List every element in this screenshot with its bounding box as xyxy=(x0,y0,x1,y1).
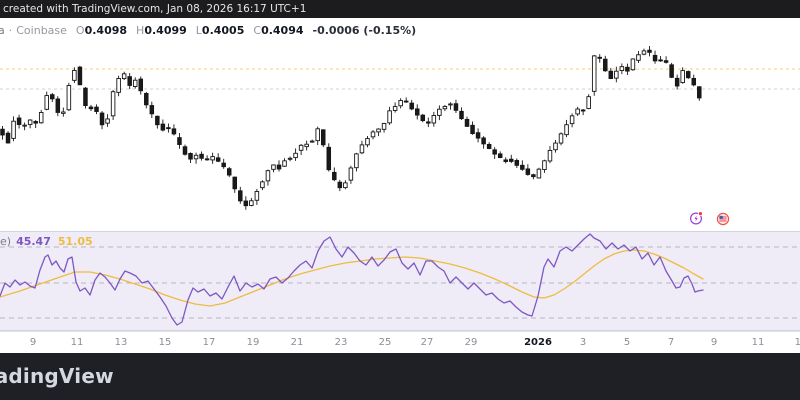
lightning-ideas-icon[interactable] xyxy=(689,211,703,225)
time-axis-label: 27 xyxy=(420,337,434,348)
rsi-legend-row[interactable]: e) 45.47 51.05 xyxy=(0,235,93,248)
time-axis-label: 13 xyxy=(794,337,800,348)
time-axis-label: 23 xyxy=(334,337,348,348)
time-axis-label: 15 xyxy=(158,337,172,348)
price-pane-chart[interactable] xyxy=(0,18,800,232)
symbol-name-fragment: a xyxy=(0,24,5,37)
open-value: O0.4098 xyxy=(75,24,128,37)
time-axis-label: 21 xyxy=(290,337,304,348)
tradingview-wordmark: TradingView xyxy=(0,364,114,388)
time-axis-label: 29 xyxy=(464,337,478,348)
time-axis-label: 2026 xyxy=(524,337,552,348)
time-axis-label: 3 xyxy=(579,337,587,348)
rsi-chart[interactable] xyxy=(0,232,800,330)
time-axis-label: 19 xyxy=(246,337,260,348)
low-value: L0.4005 xyxy=(195,24,245,37)
rsi-value: 45.47 xyxy=(16,235,51,248)
attribution-text: created with TradingView.com, Jan 08, 20… xyxy=(3,3,307,15)
time-axis-label: 5 xyxy=(623,337,631,348)
attribution-bar: created with TradingView.com, Jan 08, 20… xyxy=(0,0,800,18)
time-axis-label: 9 xyxy=(29,337,37,348)
time-axis-label: 25 xyxy=(378,337,392,348)
high-value: H0.4099 xyxy=(136,24,187,37)
flag-us-events-icon[interactable] xyxy=(716,212,730,226)
pane-divider[interactable] xyxy=(0,231,800,232)
change-value: -0.0006 (-0.15%) xyxy=(312,24,417,37)
time-axis-label: 17 xyxy=(202,337,216,348)
time-axis-label: 11 xyxy=(70,337,84,348)
separator-dot: · xyxy=(8,24,13,37)
time-axis-label: 11 xyxy=(751,337,765,348)
footer-bar: TradingView xyxy=(0,353,800,400)
time-axis[interactable]: 9 11 13 15 17 19 21 23 25 27 29 2026 3 5 7 9 11 13 xyxy=(0,331,800,353)
rsi-label-fragment: e) xyxy=(0,235,12,248)
time-axis-label: 13 xyxy=(114,337,128,348)
time-axis-label: 7 xyxy=(667,337,675,348)
time-axis-label: 9 xyxy=(710,337,718,348)
exchange-label: Coinbase xyxy=(16,24,67,37)
close-value: C0.4094 xyxy=(253,24,304,37)
rsi-pane: e) 45.47 51.05 xyxy=(0,232,800,331)
symbol-legend-row[interactable]: a · Coinbase O0.4098 H0.4099 L0.4005 C0.4094 -0… xyxy=(0,24,416,38)
rsi-ma-value: 51.05 xyxy=(57,235,93,248)
